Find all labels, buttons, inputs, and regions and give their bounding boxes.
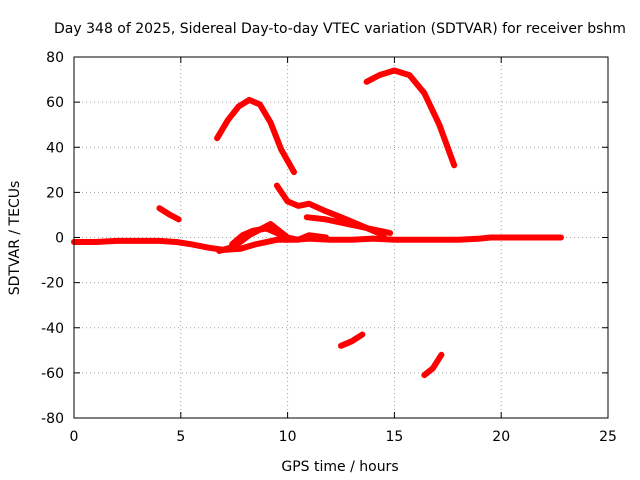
series-baseline xyxy=(71,234,564,253)
x-tick-label: 5 xyxy=(176,429,185,445)
series-seg-d xyxy=(216,221,329,254)
y-tick-label: 40 xyxy=(46,140,64,156)
y-tick-label: -40 xyxy=(41,321,64,337)
y-tick-label: 0 xyxy=(55,231,64,247)
chart-title: Day 348 of 2025, Sidereal Day-to-day VTE… xyxy=(54,21,626,37)
series-seg-c xyxy=(303,214,394,236)
series-seg-g xyxy=(421,351,445,379)
x-tick-label: 20 xyxy=(492,429,510,445)
x-axis-label: GPS time / hours xyxy=(281,459,398,475)
y-axis-label: SDTVAR / TECUs xyxy=(7,181,23,296)
x-tick-label: 15 xyxy=(385,429,403,445)
y-tick-label: -80 xyxy=(41,411,64,427)
y-tick-label: 80 xyxy=(46,50,64,66)
y-tick-label: 60 xyxy=(46,95,64,111)
series-seg-e xyxy=(229,225,291,248)
x-tick-label: 0 xyxy=(70,429,79,445)
y-tick-label: -60 xyxy=(41,366,64,382)
series-seg-a xyxy=(156,205,182,223)
series-arc-1 xyxy=(214,96,297,176)
x-tick-label: 10 xyxy=(279,429,297,445)
y-tick-label: -20 xyxy=(41,276,64,292)
x-tick-label: 25 xyxy=(599,429,617,445)
series-seg-f xyxy=(338,331,366,349)
series-arc-2 xyxy=(363,67,458,169)
y-tick-label: 20 xyxy=(46,185,64,201)
